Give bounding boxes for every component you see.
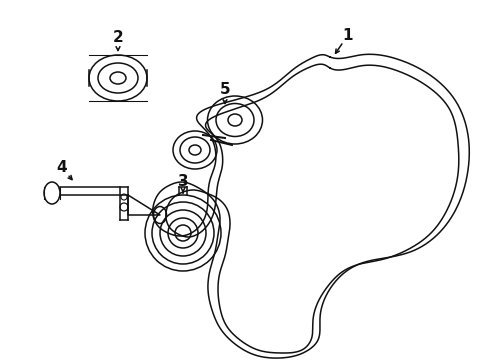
Text: 1: 1: [342, 27, 352, 42]
Text: 2: 2: [112, 31, 123, 45]
Text: 3: 3: [177, 175, 188, 189]
Text: 5: 5: [219, 82, 230, 98]
Text: 4: 4: [57, 161, 67, 175]
